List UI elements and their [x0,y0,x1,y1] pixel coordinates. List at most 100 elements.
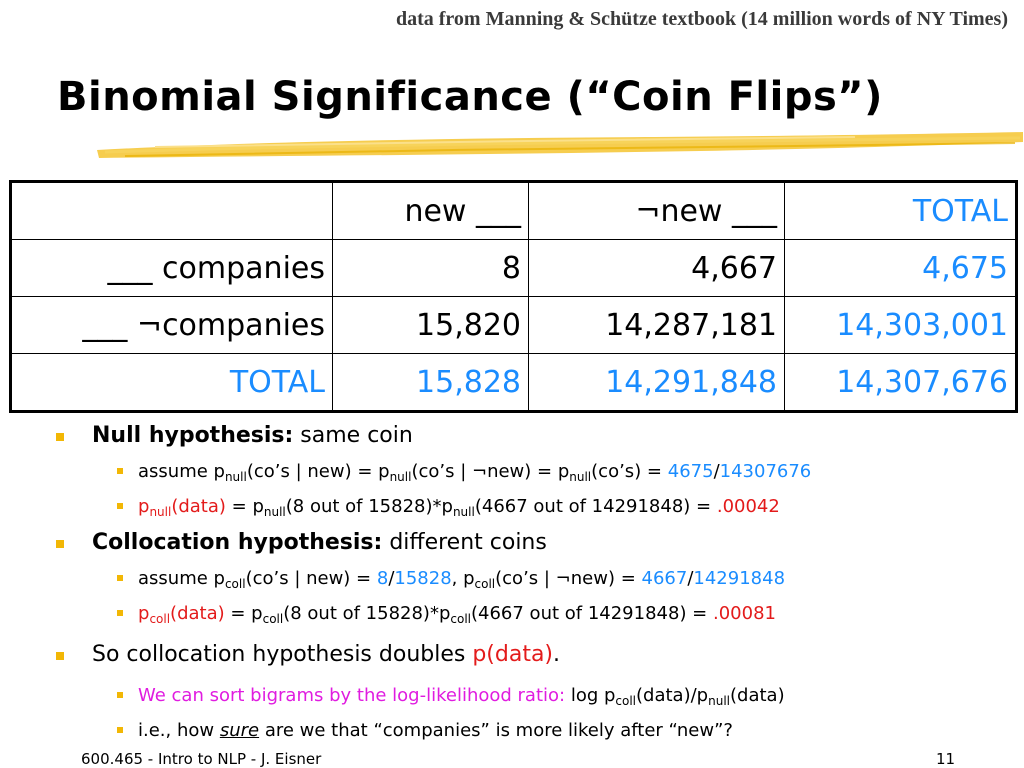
emphasis-sure: sure [219,720,260,741]
table-cell: 8 [332,239,529,297]
blue-number: 14291848 [693,568,786,589]
null-calc-item: pnull(data) = pnull(8 out of 15828)*pnul… [138,496,780,519]
coll-result: .00081 [713,603,776,624]
so-item: So collocation hypothesis doubles p(data… [92,642,560,667]
text: (co’s | ¬new) = p [411,461,570,482]
table-corner-cell [10,181,333,240]
subscript: null [569,470,592,484]
table-cell: 4,667 [528,239,785,297]
text: assume p [138,461,225,482]
blue-number: 4675 [667,461,714,482]
red-text: p [138,496,150,517]
text: log p [570,685,616,706]
blue-number: 8 [376,568,389,589]
bullet-square-icon [117,727,123,733]
coll-calc-item: pcoll(data) = pcoll(8 out of 15828)*pcol… [138,603,776,626]
subscript: null [452,505,475,519]
text: (4667 out of 14291848) = [471,603,713,624]
subscript: coll [615,694,637,708]
collocation-hypothesis-label: Collocation hypothesis: [92,530,383,555]
subscript: coll [224,577,246,591]
blue-number: 15828 [394,568,452,589]
text: (data)/p [636,685,709,706]
row-label-total: TOTAL [10,353,333,412]
row-total-cell: 4,675 [784,239,1017,297]
table-row: ___ companies 8 4,667 4,675 [10,239,1017,297]
text: assume p [138,568,225,589]
text: i.e., how [138,720,220,741]
row-label: ___ ¬companies [10,296,333,354]
text: (co’s | new) = p [246,461,390,482]
footer-page-number: 11 [936,750,956,768]
subscript: null [708,694,730,708]
collocation-hypothesis-item: Collocation hypothesis: different coins [92,530,547,555]
red-text: p(data) [472,642,554,667]
column-total-cell: 14,291,848 [528,353,785,412]
red-text: (data) [171,496,226,517]
header-new: new ___ [332,181,529,240]
bullet-square-icon [56,540,64,548]
ie-item: i.e., how sure are we that “companies” i… [138,720,733,741]
text: . [553,642,561,667]
bullet-square-icon [117,692,123,698]
text: (co’s | new) = [245,568,377,589]
table-row: ___ ¬companies 15,820 14,287,181 14,303,… [10,296,1017,354]
red-text: (data) [170,603,225,624]
header-not-new: ¬new ___ [528,181,785,240]
row-total-cell: 14,303,001 [784,296,1017,354]
blue-number: 14307676 [719,461,812,482]
column-total-cell: 15,828 [332,353,529,412]
null-hypothesis-text: same coin [293,423,413,448]
row-label: ___ companies [10,239,333,297]
table-cell: 14,287,181 [528,296,785,354]
bullet-square-icon [117,468,123,474]
text: / [687,568,694,589]
title-underline-stroke [97,132,1023,158]
grand-total-cell: 14,307,676 [784,353,1017,412]
magenta-text: We can sort bigrams by the log-likelihoo… [138,685,571,706]
text: So collocation hypothesis doubles [92,642,473,667]
blue-number: 4667 [641,568,688,589]
subscript: coll [149,612,171,626]
bullet-square-icon [56,433,64,441]
text: (co’s | ¬new) = [495,568,642,589]
source-note: data from Manning & Schütze textbook (14… [395,8,1008,30]
null-hypothesis-item: Null hypothesis: same coin [92,423,413,448]
text: (co’s) = [591,461,668,482]
text: = p [224,603,263,624]
text: (8 out of 15828)*p [285,496,453,517]
text: (4667 out of 14291848) = [474,496,717,517]
null-assume-item: assume pnull(co’s | new) = pnull(co’s | … [138,461,812,484]
text: , p [451,568,475,589]
bullet-square-icon [117,610,123,616]
bullet-square-icon [56,652,64,660]
text: (8 out of 15828)*p [283,603,451,624]
text: (data) [730,685,785,706]
null-hypothesis-label: Null hypothesis: [92,423,294,448]
subscript: null [263,505,286,519]
footer-course: 600.465 - Intro to NLP - J. Eisner [81,750,322,768]
slide-title: Binomial Significance (“Coin Flips”) [57,74,883,120]
bullet-square-icon [117,503,123,509]
subscript: coll [262,612,284,626]
subscript: coll [450,612,471,626]
text: = p [225,496,264,517]
table-cell: 15,820 [332,296,529,354]
null-result: .00042 [716,496,780,517]
contingency-table: new ___ ¬new ___ TOTAL ___ companies 8 4… [9,180,1018,413]
table-header-row: new ___ ¬new ___ TOTAL [10,181,1017,240]
text: are we that “companies” is more likely a… [259,720,733,741]
subscript: null [389,470,412,484]
text: / [388,568,395,589]
table-total-row: TOTAL 15,828 14,291,848 14,307,676 [10,353,1017,412]
subscript: coll [474,577,496,591]
red-text: p [138,603,150,624]
coll-assume-item: assume pcoll(co’s | new) = 8/15828, pcol… [138,568,786,591]
subscript: null [224,470,247,484]
collocation-hypothesis-text: different coins [382,530,547,555]
header-total: TOTAL [784,181,1017,240]
sort-item: We can sort bigrams by the log-likelihoo… [138,685,785,708]
subscript: null [149,505,172,519]
text: / [713,461,720,482]
bullet-square-icon [117,575,123,581]
